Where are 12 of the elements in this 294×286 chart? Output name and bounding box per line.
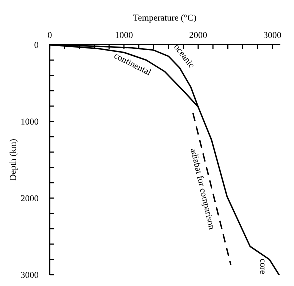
y-tick-label: 2000 <box>21 195 39 202</box>
annotation: core <box>260 259 265 274</box>
x-tick-label: 2000 <box>190 32 208 38</box>
x-tick-label: 0 <box>48 32 52 38</box>
y-axis-title: Depth (km) <box>10 139 18 181</box>
y-tick-label: 3000 <box>21 272 39 278</box>
x-tick-label: 1000 <box>116 32 133 38</box>
y-tick-label: 1000 <box>22 118 39 125</box>
x-axis-title: Temperature (°C) <box>133 14 196 23</box>
text: adiabat for comparison <box>189 148 216 230</box>
y-tick-label: 0 <box>34 42 39 48</box>
x-tick-label: 3000 <box>264 32 282 38</box>
